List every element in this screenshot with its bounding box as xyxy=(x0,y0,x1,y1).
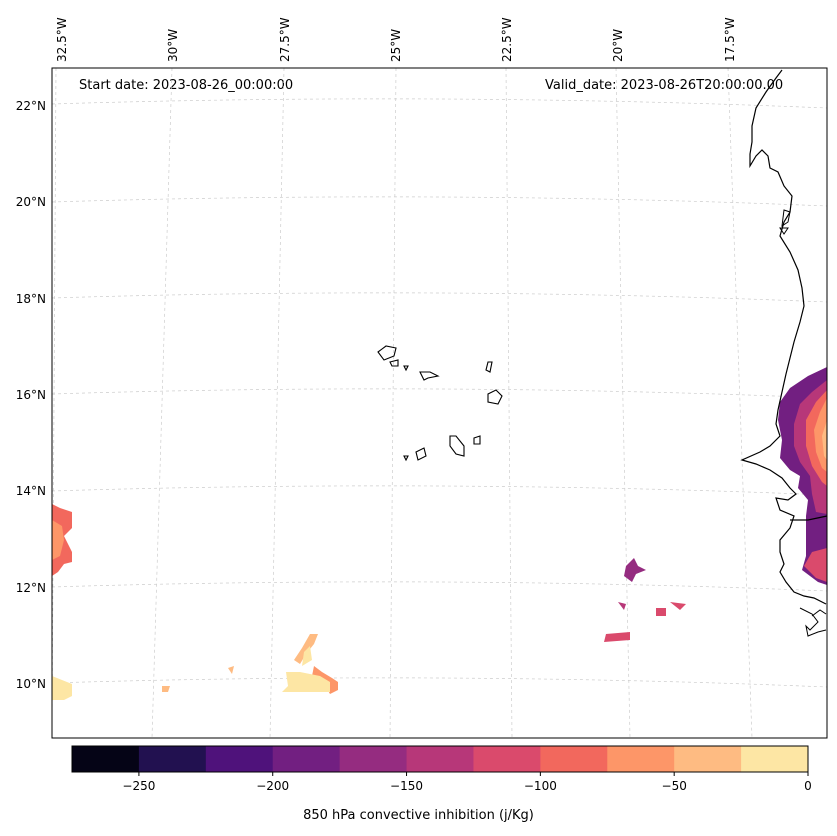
guinea-bissau-coast xyxy=(799,607,827,637)
cin-patch-1 xyxy=(624,558,646,582)
colorbar-tick-label: 0 xyxy=(804,779,812,793)
lat-label-18n: 18°N xyxy=(16,292,46,306)
lon-label-27-5w: 27.5°W xyxy=(278,17,292,62)
cin-patch-3 xyxy=(656,608,666,616)
island-maio xyxy=(473,435,481,445)
island-fogo xyxy=(415,447,427,461)
colorbar-segment xyxy=(607,746,675,772)
colorbar-tick-label: −150 xyxy=(390,779,423,793)
colorbar: −250 −200 −150 −100 −50 0 xyxy=(71,745,812,793)
cin-region-west-inner xyxy=(52,520,64,560)
island-brava xyxy=(403,455,409,462)
cin-patch-south-5 xyxy=(162,686,170,692)
island-santo-antao xyxy=(377,345,397,361)
longitude-labels: 32.5°W 30°W 27.5°W 25°W 22.5°W 20°W 17.5… xyxy=(55,17,737,62)
colorbar-segment xyxy=(540,746,608,772)
gambia-border xyxy=(790,515,828,521)
coastal-islet-1 xyxy=(781,209,791,228)
island-santiago xyxy=(449,435,465,457)
lat-label-20n: 20°N xyxy=(16,195,46,209)
cin-patch-4 xyxy=(670,602,686,610)
lon-label-20w: 20°W xyxy=(611,29,625,62)
valid-date-label: Valid_date: 2023-08-26T20:00:00.00 xyxy=(545,78,784,93)
colorbar-segment xyxy=(205,746,274,772)
cin-region-coast-peak xyxy=(822,420,827,460)
start-date-label: Start date: 2023-08-26_00:00:00 xyxy=(79,78,294,93)
lat-label-14n: 14°N xyxy=(16,484,46,498)
lat-label-22n: 22°N xyxy=(16,99,46,113)
island-sal xyxy=(485,361,493,373)
colorbar-tick-label: −250 xyxy=(122,779,155,793)
cin-patch-south-2 xyxy=(302,646,312,666)
colorbar-ticks: −250 −200 −150 −100 −50 0 xyxy=(122,772,812,793)
cin-patch-south-4 xyxy=(282,672,330,692)
lon-label-32-5w: 32.5°W xyxy=(55,17,69,62)
west-africa-coastline xyxy=(740,69,827,605)
colorbar-tick-label: −100 xyxy=(524,779,557,793)
colorbar-tick-label: −50 xyxy=(662,779,687,793)
colorbar-segment xyxy=(674,746,742,772)
colorbar-label: 850 hPa convective inhibition (j/Kg) xyxy=(303,808,534,823)
cin-region-coast-south xyxy=(804,548,827,582)
coastal-islet-2 xyxy=(779,227,789,235)
colorbar-segments xyxy=(72,746,809,772)
colorbar-tick-label: −200 xyxy=(256,779,289,793)
colorbar-segment xyxy=(406,746,474,772)
colorbar-segment xyxy=(741,746,809,772)
colorbar-segment xyxy=(272,746,341,772)
colorbar-segment xyxy=(72,746,140,772)
cin-patch-5 xyxy=(604,632,630,642)
colorbar-segment xyxy=(339,746,408,772)
island-sao-nicolau xyxy=(419,371,440,381)
cin-patch-south-6 xyxy=(228,666,234,674)
lat-label-10n: 10°N xyxy=(16,677,46,691)
island-sao-vicente xyxy=(389,359,399,367)
cin-patch-2 xyxy=(618,602,626,610)
island-santa-luzia xyxy=(403,365,409,372)
cin-contours xyxy=(52,367,827,700)
latitude-labels: 22°N 20°N 18°N 16°N 14°N 12°N 10°N xyxy=(16,99,46,691)
lon-label-30w: 30°W xyxy=(166,29,180,62)
cin-patch-south-1 xyxy=(294,634,318,664)
colorbar-frame xyxy=(71,745,809,773)
colorbar-segment xyxy=(138,746,207,772)
lon-label-25w: 25°W xyxy=(389,29,403,62)
map-frame xyxy=(51,67,828,739)
island-boa-vista xyxy=(487,389,503,405)
lat-label-16n: 16°N xyxy=(16,388,46,402)
lon-label-22-5w: 22.5°W xyxy=(500,17,514,62)
colorbar-segment xyxy=(473,746,541,772)
cape-verde-islands xyxy=(377,345,503,462)
lon-label-17-5w: 17.5°W xyxy=(723,17,737,62)
cin-patch-southwest xyxy=(52,676,72,700)
lat-label-12n: 12°N xyxy=(16,581,46,595)
gridlines xyxy=(51,67,828,739)
